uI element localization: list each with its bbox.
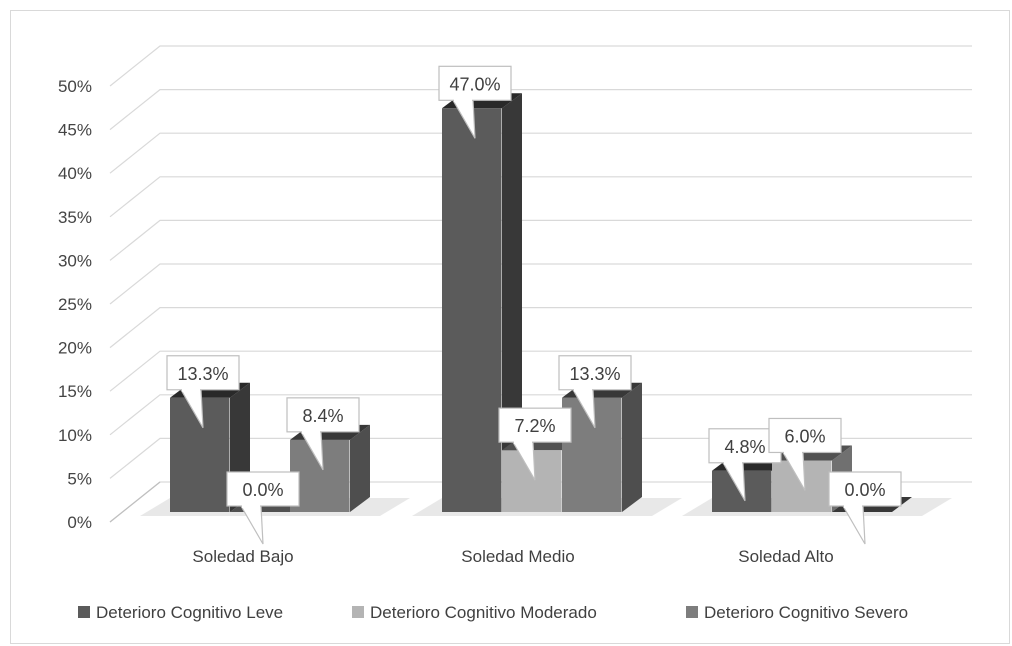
data-label-box	[498, 407, 572, 443]
y-tick-label: 10%	[58, 426, 92, 445]
data-label-box	[286, 397, 360, 433]
y-tick-label: 25%	[58, 295, 92, 314]
legend-label: Deterioro Cognitivo Severo	[704, 603, 908, 622]
chart-frame	[10, 10, 1010, 644]
bar-side	[622, 382, 642, 512]
data-label-box	[226, 471, 300, 507]
legend-item: Deterioro Cognitivo Moderado	[352, 603, 597, 622]
gridline	[109, 88, 972, 131]
y-tick-label: 0%	[67, 513, 92, 532]
data-label-mask	[454, 98, 472, 103]
gridline	[109, 219, 972, 261]
data-label-mask	[242, 504, 260, 508]
data-label-box	[768, 417, 842, 454]
gridline	[109, 307, 972, 349]
gridline	[109, 132, 972, 174]
data-label-text: 13.3%	[569, 364, 620, 384]
data-label-text: 4.8%	[724, 437, 765, 457]
legend-label: Deterioro Cognitivo Moderado	[370, 603, 597, 622]
legend-swatch	[78, 606, 90, 618]
data-label-text: 7.2%	[514, 416, 555, 436]
data-label-mask	[844, 504, 862, 508]
data-label-mask	[514, 440, 532, 445]
gridline	[109, 263, 972, 305]
y-tick-label: 45%	[58, 121, 92, 140]
data-label-mask	[182, 387, 200, 392]
data-label: 7.2%	[498, 407, 572, 481]
data-label: 0.0%	[828, 471, 902, 545]
legend-swatch	[352, 606, 364, 618]
bar-side	[502, 93, 522, 512]
y-tick-label: 15%	[58, 382, 92, 401]
y-tick-label: 20%	[58, 339, 92, 358]
bar-side	[350, 424, 370, 512]
gridline	[109, 45, 972, 87]
data-label-box	[558, 355, 632, 391]
data-label-box	[438, 65, 512, 101]
y-tick-label: 30%	[58, 251, 92, 270]
y-tick-label: 50%	[58, 77, 92, 96]
floor-edge	[109, 481, 161, 523]
data-label-text: 8.4%	[302, 406, 343, 426]
data-label-text: 47.0%	[449, 74, 500, 94]
x-category-label: Soledad Bajo	[192, 547, 293, 566]
legend-item: Deterioro Cognitivo Severo	[686, 603, 908, 622]
data-label-mask	[574, 387, 592, 392]
gridline	[109, 176, 972, 218]
data-label: 6.0%	[768, 417, 842, 491]
data-label-text: 0.0%	[844, 480, 885, 500]
x-category-label: Soledad Alto	[738, 547, 833, 566]
data-label: 47.0%	[438, 65, 512, 139]
gridline	[109, 394, 972, 436]
data-label-mask	[302, 429, 320, 434]
data-label-mask	[784, 450, 802, 455]
bar-front	[442, 108, 502, 512]
legend-label: Deterioro Cognitivo Leve	[96, 603, 283, 622]
data-label-text: 0.0%	[242, 480, 283, 500]
data-label-pointer	[841, 505, 866, 545]
data-label: 13.3%	[558, 355, 632, 429]
bar-0-2	[290, 424, 370, 512]
data-label-text: 13.3%	[177, 364, 228, 384]
bar-1-2	[562, 382, 642, 512]
y-tick-label: 40%	[58, 164, 92, 183]
legend-swatch	[686, 606, 698, 618]
data-label-pointer	[239, 505, 264, 545]
data-label: 13.3%	[166, 355, 240, 429]
data-label-text: 6.0%	[784, 426, 825, 446]
gridline	[109, 350, 972, 392]
data-label-box	[828, 471, 902, 507]
gridline	[109, 437, 972, 479]
x-category-label: Soledad Medio	[461, 547, 574, 566]
data-label-box	[166, 355, 240, 391]
legend-item: Deterioro Cognitivo Leve	[78, 603, 283, 622]
data-label: 8.4%	[286, 397, 360, 471]
y-tick-label: 5%	[67, 469, 92, 488]
data-label: 0.0%	[226, 471, 300, 545]
y-tick-label: 35%	[58, 208, 92, 227]
data-label-mask	[724, 460, 742, 465]
